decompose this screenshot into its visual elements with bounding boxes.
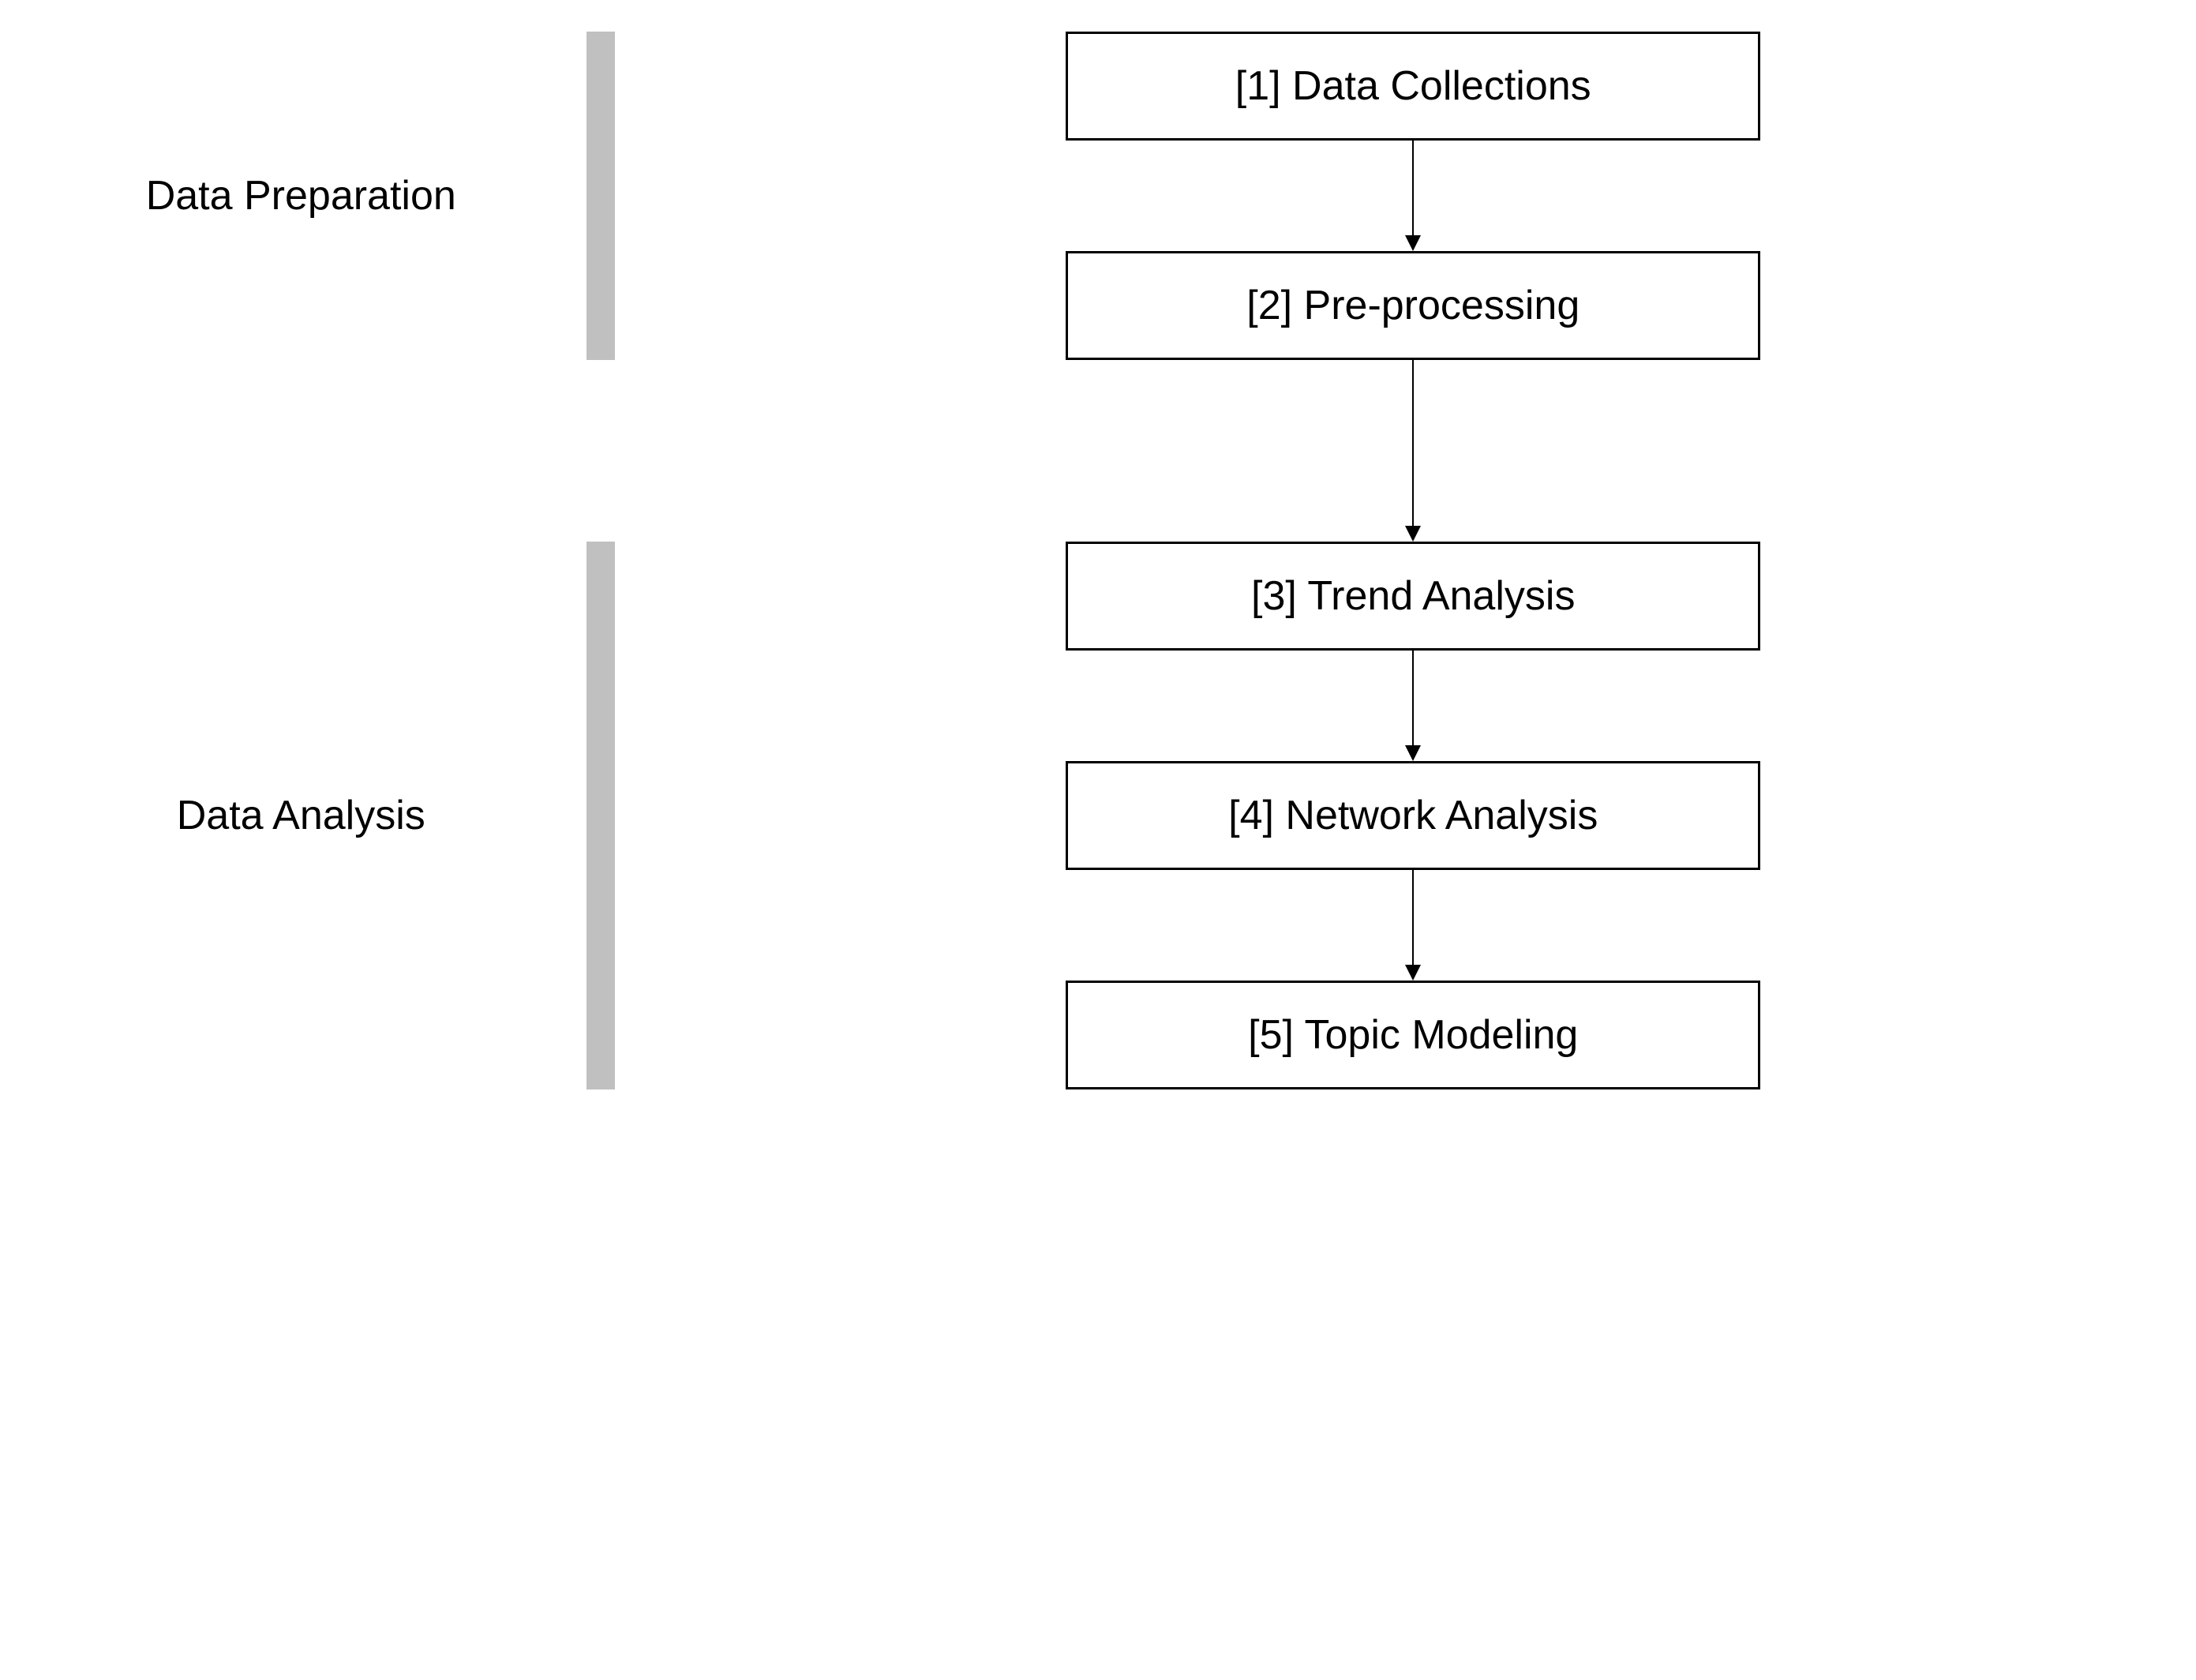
step-text: [3] Trend Analysis [1251,573,1575,619]
section-data-preparation: Data Preparation [1] Data Collections [2… [32,32,2164,360]
section-data-analysis: Data Analysis [3] Trend Analysis [4] Net… [32,542,2164,1089]
arrow-content [662,360,2164,542]
arrow-down-icon [1397,651,1429,761]
spacer [32,360,586,542]
inter-section-arrow [32,360,2164,542]
section-label-text: Data Preparation [146,172,456,219]
section-label: Data Preparation [32,32,586,360]
arrow-down-icon [1397,360,1429,542]
section-label-text: Data Analysis [177,792,425,839]
section-bar [586,542,615,1089]
step-box-3: [3] Trend Analysis [1066,542,1760,651]
step-text: [4] Network Analysis [1228,793,1598,838]
section-bar [586,32,615,360]
arrow-4-5 [662,870,2164,981]
spacer [586,360,615,542]
step-text: [5] Topic Modeling [1248,1012,1578,1058]
section-content: [3] Trend Analysis [4] Network Analysis … [662,542,2164,1089]
arrow-1-2 [662,141,2164,251]
flowchart-diagram: Data Preparation [1] Data Collections [2… [32,32,2164,1089]
step-text: [1] Data Collections [1235,63,1591,109]
step-box-5: [5] Topic Modeling [1066,981,1760,1089]
step-box-1: [1] Data Collections [1066,32,1760,141]
arrow-down-icon [1397,141,1429,251]
arrow-2-3 [662,360,2164,542]
section-content: [1] Data Collections [2] Pre-processing [662,32,2164,360]
step-box-4: [4] Network Analysis [1066,761,1760,870]
step-text: [2] Pre-processing [1246,283,1580,328]
arrow-down-icon [1397,870,1429,981]
arrow-3-4 [662,651,2164,761]
step-box-2: [2] Pre-processing [1066,251,1760,360]
section-label: Data Analysis [32,542,586,1089]
